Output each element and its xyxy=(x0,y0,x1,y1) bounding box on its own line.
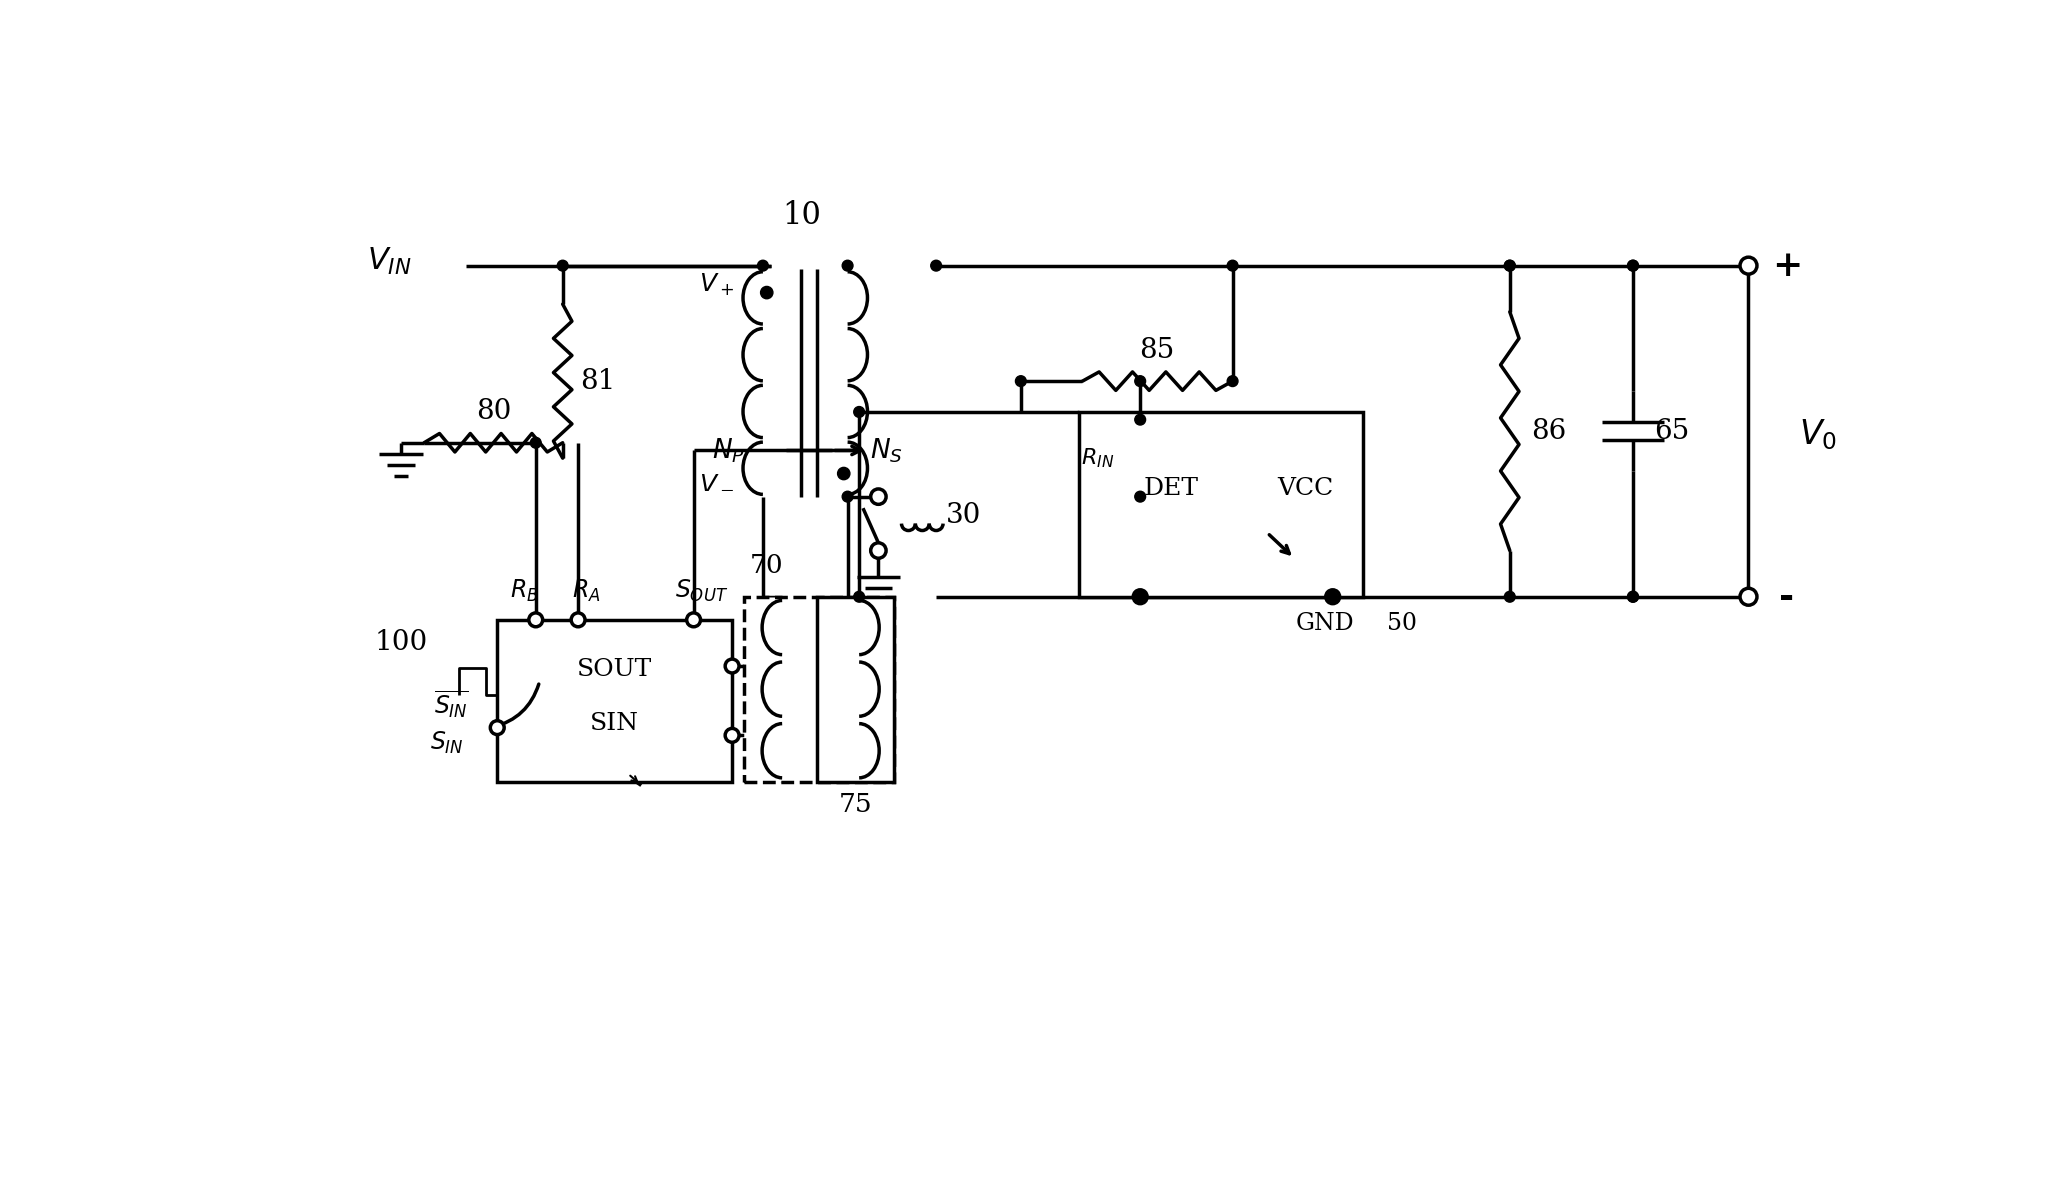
Text: $V_-$: $V_-$ xyxy=(700,470,735,493)
Text: 10: 10 xyxy=(782,201,821,231)
Circle shape xyxy=(871,489,887,504)
Text: 100: 100 xyxy=(375,629,428,656)
Text: 70: 70 xyxy=(749,553,784,578)
Circle shape xyxy=(757,260,768,271)
Circle shape xyxy=(529,612,543,627)
Text: $S_{OUT}$: $S_{OUT}$ xyxy=(675,578,729,604)
FancyBboxPatch shape xyxy=(1078,412,1364,597)
Circle shape xyxy=(724,729,739,742)
FancyBboxPatch shape xyxy=(817,597,893,781)
Text: -: - xyxy=(1780,579,1795,614)
Circle shape xyxy=(1134,491,1146,502)
Circle shape xyxy=(1227,260,1239,271)
Circle shape xyxy=(1628,591,1638,602)
Circle shape xyxy=(1134,590,1146,604)
Circle shape xyxy=(1134,376,1146,387)
Circle shape xyxy=(842,260,852,271)
Circle shape xyxy=(854,407,864,418)
Text: $V_{IN}$: $V_{IN}$ xyxy=(366,246,412,278)
Circle shape xyxy=(871,542,887,558)
Circle shape xyxy=(1504,591,1515,602)
Circle shape xyxy=(761,286,774,299)
Text: GND: GND xyxy=(1297,612,1354,635)
Circle shape xyxy=(854,591,864,602)
Text: $V_0$: $V_0$ xyxy=(1799,418,1838,452)
Text: $S_{IN}$: $S_{IN}$ xyxy=(430,730,465,756)
Circle shape xyxy=(724,659,739,673)
Circle shape xyxy=(1134,414,1146,425)
Circle shape xyxy=(1739,258,1758,274)
Circle shape xyxy=(1628,591,1638,602)
Circle shape xyxy=(572,612,584,627)
Text: 80: 80 xyxy=(475,399,510,425)
Circle shape xyxy=(1134,591,1146,602)
Text: 50: 50 xyxy=(1387,612,1418,635)
Text: 75: 75 xyxy=(838,792,873,817)
Text: SOUT: SOUT xyxy=(576,659,652,681)
Text: $\overline{S_{IN}}$: $\overline{S_{IN}}$ xyxy=(434,688,469,721)
Circle shape xyxy=(1628,260,1638,271)
Text: $S_N$: $S_N$ xyxy=(868,749,897,775)
Text: DET: DET xyxy=(1144,477,1198,501)
Circle shape xyxy=(930,260,941,271)
FancyBboxPatch shape xyxy=(743,597,893,781)
Circle shape xyxy=(1227,376,1239,387)
Circle shape xyxy=(838,468,850,480)
Circle shape xyxy=(1015,376,1027,387)
Text: 65: 65 xyxy=(1655,418,1690,445)
Text: 81: 81 xyxy=(580,368,615,394)
Text: $R_{IN}$: $R_{IN}$ xyxy=(1080,446,1115,470)
Circle shape xyxy=(1628,260,1638,271)
Text: $R_A$: $R_A$ xyxy=(572,578,601,604)
Text: $X_P$: $X_P$ xyxy=(759,643,788,669)
Circle shape xyxy=(1325,590,1340,604)
FancyBboxPatch shape xyxy=(498,620,733,781)
Circle shape xyxy=(842,491,852,502)
Text: $N_S$: $N_S$ xyxy=(871,436,903,464)
Text: 30: 30 xyxy=(945,502,982,529)
Text: +: + xyxy=(1772,248,1803,283)
Circle shape xyxy=(490,721,504,735)
Text: VCC: VCC xyxy=(1278,477,1334,501)
Text: 85: 85 xyxy=(1140,337,1175,364)
Circle shape xyxy=(1739,589,1758,605)
Text: $N_P$: $N_P$ xyxy=(712,436,745,464)
Text: $X_N$: $X_N$ xyxy=(759,731,790,757)
Text: $R_B$: $R_B$ xyxy=(510,578,539,604)
Circle shape xyxy=(1504,260,1515,271)
Circle shape xyxy=(558,260,568,271)
Text: 86: 86 xyxy=(1531,418,1566,445)
Text: SIN: SIN xyxy=(591,712,638,735)
Circle shape xyxy=(687,612,700,627)
Circle shape xyxy=(531,437,541,449)
Text: $S_P$: $S_P$ xyxy=(868,607,895,633)
Circle shape xyxy=(1504,260,1515,271)
Text: $V_+$: $V_+$ xyxy=(700,272,735,298)
Circle shape xyxy=(1327,591,1338,602)
